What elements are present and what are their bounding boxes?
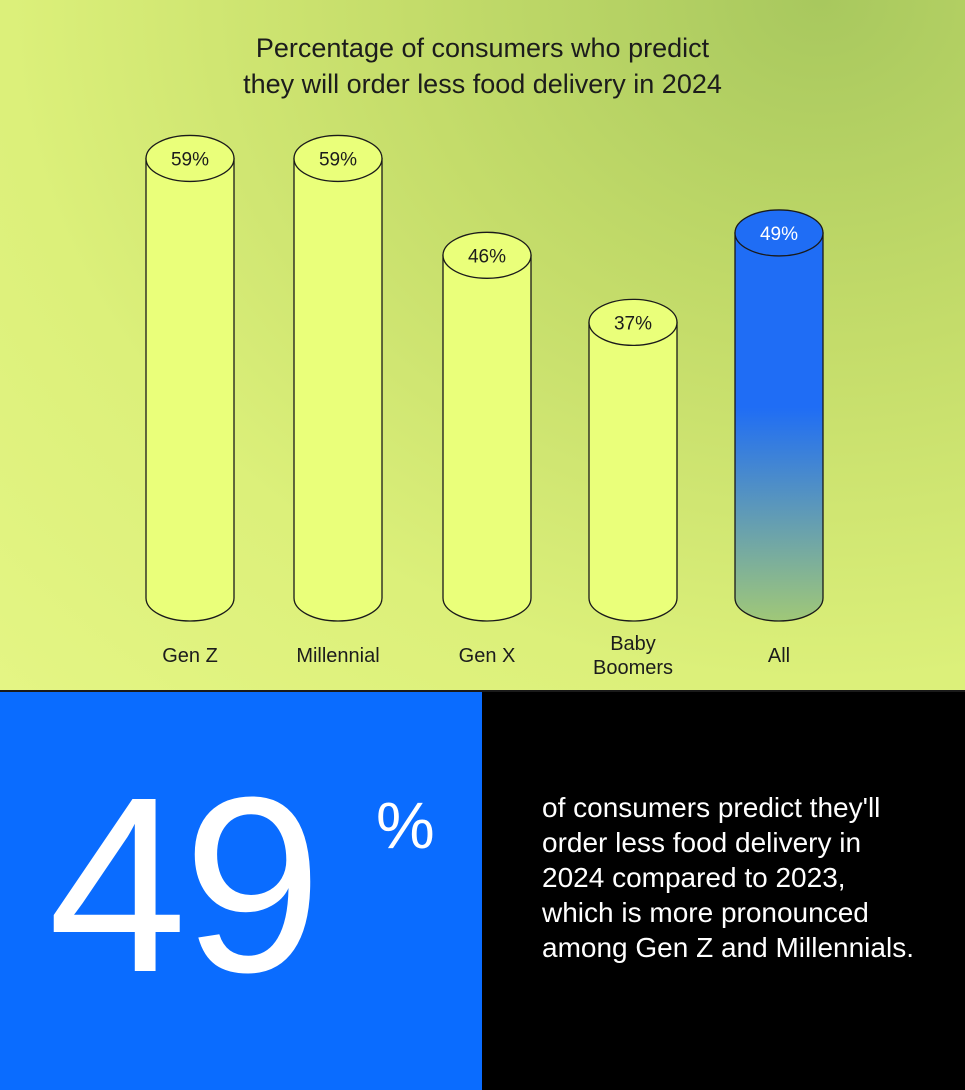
stat-value: 49 bbox=[48, 745, 322, 1024]
category-label: Gen X bbox=[459, 645, 516, 667]
stat-panel bbox=[0, 692, 482, 1090]
description-panel bbox=[482, 692, 965, 1090]
category-label: Baby Boomers bbox=[593, 633, 673, 679]
bar-cap bbox=[442, 231, 532, 279]
bar-chart: 59% Gen Z 59% Millennial 46% Gen X 37% Baby Boom… bbox=[145, 134, 824, 679]
category-label: All bbox=[768, 645, 790, 667]
stat-unit: % bbox=[376, 788, 435, 862]
category-label: Millennial bbox=[296, 645, 379, 667]
bar-body bbox=[734, 232, 824, 622]
bar-3: 37% Baby Boomers bbox=[588, 298, 678, 679]
bar-body bbox=[442, 254, 532, 622]
data-label: 59% bbox=[319, 149, 357, 170]
bar-2: 46% Gen X bbox=[442, 231, 532, 667]
bar-body bbox=[588, 321, 678, 622]
category-label: Gen Z bbox=[162, 645, 218, 667]
bar-cap bbox=[145, 134, 235, 183]
bar-body bbox=[293, 157, 383, 622]
chart-title: Percentage of consumers who predict they… bbox=[0, 30, 965, 102]
data-label: 37% bbox=[614, 313, 652, 334]
bar-body bbox=[145, 157, 235, 622]
chart-title-line-1: Percentage of consumers who predict bbox=[255, 33, 710, 63]
data-label: 59% bbox=[171, 149, 209, 170]
bar-cap bbox=[734, 209, 824, 257]
bar-4: 49% All bbox=[734, 209, 824, 667]
bar-cap bbox=[588, 298, 678, 347]
chart-title-line-2: they will order less food delivery in 20… bbox=[243, 69, 722, 99]
data-label: 46% bbox=[468, 246, 506, 267]
bar-cap bbox=[293, 134, 383, 183]
bar-0: 59% Gen Z bbox=[145, 134, 235, 667]
stat-description: of consumers predict they'll order less … bbox=[542, 792, 914, 963]
data-label: 49% bbox=[760, 224, 798, 245]
bar-1: 59% Millennial bbox=[293, 134, 383, 667]
